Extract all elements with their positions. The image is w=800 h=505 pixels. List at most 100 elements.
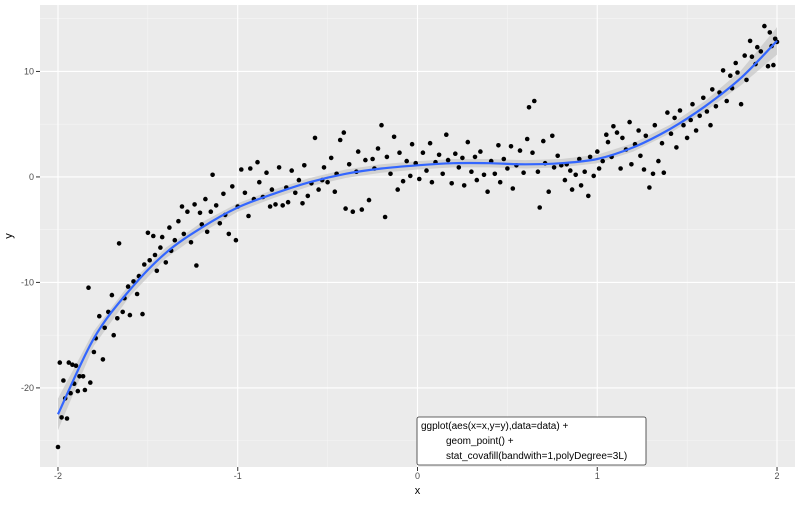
data-point (115, 316, 120, 321)
data-point (366, 197, 372, 203)
data-point (453, 151, 458, 156)
annotation-line-2: geom_point() + (446, 436, 514, 447)
data-point (445, 157, 451, 163)
data-point (382, 214, 388, 220)
data-point (80, 374, 86, 379)
x-axis-title: x (415, 485, 421, 497)
data-point (145, 230, 151, 236)
data-point (681, 122, 686, 128)
data-point (420, 150, 426, 155)
data-point (710, 87, 715, 92)
data-point (355, 149, 361, 154)
data-point (221, 191, 226, 197)
data-point (427, 140, 433, 146)
data-point (693, 128, 699, 133)
data-point (568, 168, 573, 173)
annotation-line-3: stat_covafill(bandwith=1,polyDegree=3L) (446, 451, 627, 462)
data-point (302, 163, 307, 168)
data-point (733, 60, 738, 66)
data-point (573, 172, 578, 178)
data-point (627, 119, 632, 125)
data-point (197, 210, 203, 216)
data-point (59, 415, 64, 420)
data-point (417, 176, 422, 182)
data-point (203, 196, 208, 202)
data-point (771, 62, 776, 68)
data-point (478, 149, 483, 154)
data-point (758, 49, 764, 54)
data-point (546, 189, 551, 194)
data-point (75, 388, 81, 394)
data-point (436, 152, 442, 158)
data-point (346, 162, 352, 167)
data-point (111, 332, 116, 338)
data-point (269, 187, 275, 192)
y-axis-title: y (3, 233, 15, 239)
data-point (217, 221, 223, 226)
data-point (280, 203, 286, 208)
data-point (325, 179, 330, 185)
data-point (577, 156, 582, 162)
data-point (210, 172, 215, 178)
data-point (614, 130, 620, 135)
data-point (264, 170, 269, 175)
data-point (496, 143, 501, 148)
data-point (591, 173, 596, 179)
data-point (400, 178, 406, 184)
major-gridlines (40, 5, 795, 467)
data-point (638, 153, 643, 159)
data-point (86, 285, 91, 291)
data-point (765, 63, 771, 69)
data-point (684, 135, 690, 141)
annotation-line-1: ggplot(aes(x=x,y=y),data=data) + (421, 421, 568, 432)
data-point (474, 177, 480, 183)
y-tick-label: 0 (29, 172, 34, 182)
data-point (647, 185, 652, 190)
data-point (100, 357, 106, 362)
data-point (151, 233, 156, 239)
data-point (131, 279, 136, 284)
data-point (688, 117, 693, 123)
data-point (188, 240, 194, 245)
data-point (620, 135, 625, 141)
data-point (524, 136, 530, 142)
data-point (391, 134, 397, 140)
data-point (659, 140, 665, 146)
data-point (501, 156, 507, 162)
data-point (409, 141, 415, 147)
data-point (521, 170, 526, 175)
data-point (337, 137, 343, 143)
data-point (192, 202, 197, 207)
data-point (444, 132, 449, 137)
data-point (605, 139, 611, 145)
data-point (226, 231, 232, 237)
data-point (492, 171, 498, 177)
data-point (289, 168, 295, 173)
data-point (257, 179, 262, 185)
data-point (246, 213, 251, 219)
data-point (517, 148, 523, 153)
data-point (185, 209, 190, 214)
fit-line (57, 40, 778, 415)
data-point (120, 309, 125, 315)
data-point (596, 166, 602, 171)
annotation-frame (416, 416, 647, 466)
data-point (738, 101, 744, 107)
data-point (701, 95, 706, 101)
x-tick-label: -1 (234, 471, 242, 481)
code-annotation-box: ggplot(aes(x=x,y=y),data=data) + geom_po… (416, 416, 647, 466)
data-point (305, 193, 311, 199)
data-point (650, 171, 656, 177)
data-point (550, 133, 555, 139)
data-point (735, 70, 740, 75)
data-point (713, 104, 719, 109)
data-point (176, 218, 181, 224)
data-point (724, 98, 729, 104)
data-point (460, 155, 465, 161)
data-point (472, 154, 478, 160)
data-point (661, 170, 667, 175)
data-point (530, 150, 535, 155)
data-point (66, 360, 72, 365)
data-point (497, 179, 503, 185)
